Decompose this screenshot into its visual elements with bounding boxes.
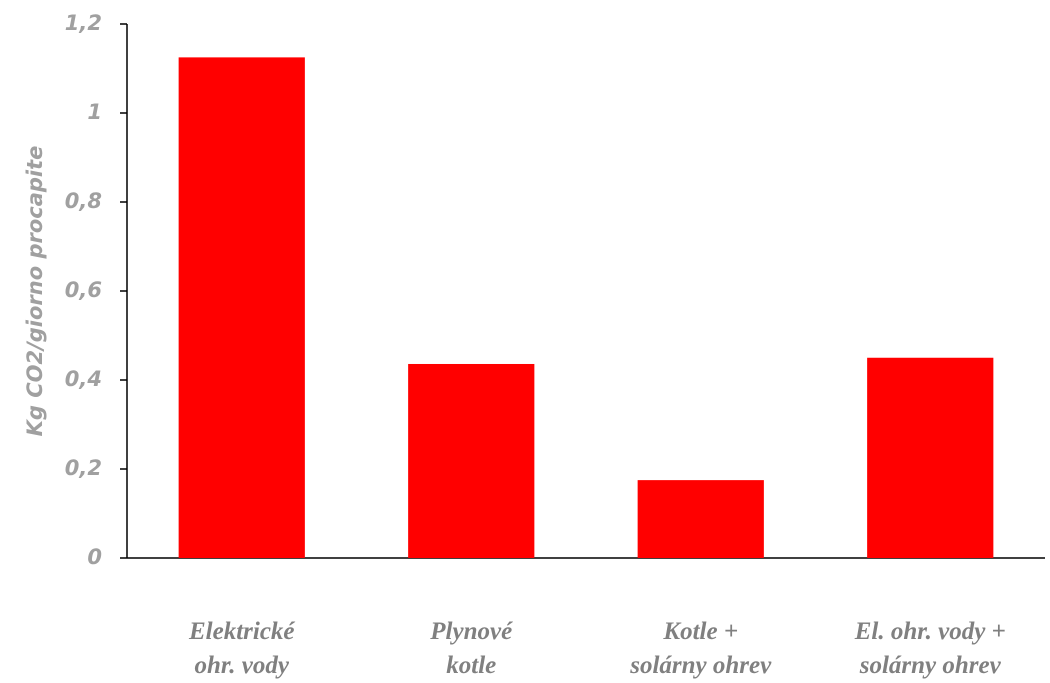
x-tick-label: Kotle + solárny ohrev	[630, 618, 772, 679]
x-tick-label: Plynové kotle	[430, 618, 513, 679]
x-tick-label: El. ohr. vody + solárny ohrev	[854, 618, 1006, 679]
bar	[637, 480, 764, 558]
y-tick-label: 1	[87, 100, 102, 124]
y-tick-label: 0,2	[65, 456, 102, 480]
y-axis-label: Kg CO2/giorno procapite	[23, 146, 47, 437]
bar	[408, 363, 535, 558]
x-tick-label: Elektrické ohr. vody	[188, 618, 295, 679]
y-tick-label: 0,4	[65, 367, 102, 391]
y-tick-label: 0,8	[65, 189, 102, 213]
y-tick-label: 0,6	[65, 278, 102, 302]
bar	[867, 357, 994, 558]
y-tick-label: 1,2	[65, 11, 102, 35]
y-tick-label: 0	[87, 545, 102, 569]
bar	[178, 57, 305, 558]
